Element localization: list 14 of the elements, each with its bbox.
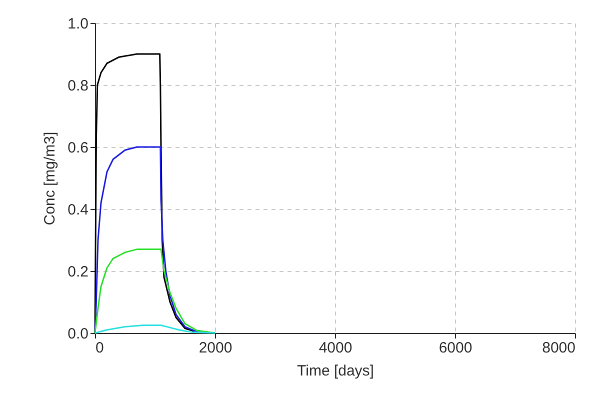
y-tick-label: 0.8	[68, 78, 88, 94]
y-tick-label: 0.0	[68, 326, 88, 342]
y-tick-label: 0.6	[68, 140, 88, 156]
y-tick-label: 0.4	[68, 202, 88, 218]
x-axis-title: Time [days]	[297, 362, 374, 380]
x-tick-label: 6000	[438, 340, 472, 356]
x-tick-label: 2000	[198, 340, 232, 356]
y-tick-label: 1.0	[68, 16, 88, 32]
y-tick-label: 0.2	[68, 264, 88, 280]
line-series	[94, 324, 216, 334]
x-tick-label: 4000	[318, 340, 352, 356]
x-tick-label: 0	[96, 340, 104, 356]
y-axis-title: Conc [mg/m3]	[42, 132, 59, 226]
x-tick-label: 8000	[542, 340, 576, 356]
